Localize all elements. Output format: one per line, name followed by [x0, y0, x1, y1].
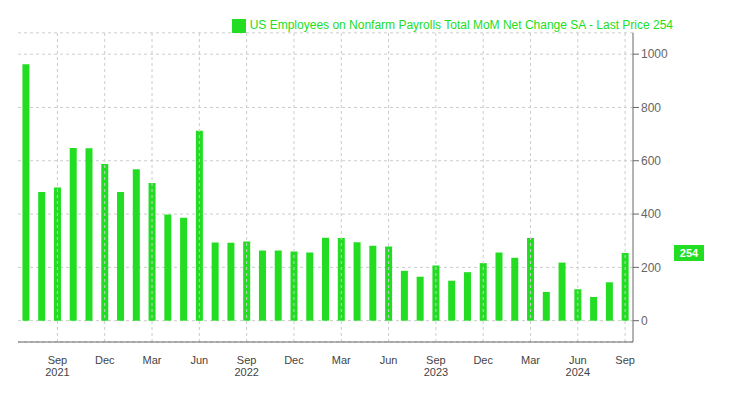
svg-text:Dec: Dec [473, 354, 493, 366]
svg-text:200: 200 [641, 261, 661, 275]
svg-text:Mar: Mar [143, 354, 162, 366]
svg-text:Jun: Jun [380, 354, 398, 366]
svg-text:Jun2024: Jun2024 [566, 354, 590, 378]
svg-text:Sep2021: Sep2021 [45, 354, 69, 378]
svg-text:Sep2023: Sep2023 [424, 354, 448, 378]
svg-text:0: 0 [641, 314, 648, 328]
svg-text:800: 800 [641, 101, 661, 115]
svg-text:Mar: Mar [521, 354, 540, 366]
svg-text:Dec: Dec [95, 354, 115, 366]
svg-text:Dec: Dec [284, 354, 304, 366]
svg-text:400: 400 [641, 207, 661, 221]
html-text:US Employees on Nonfarm Payrol: US Employees on Nonfarm Payrolls Total M… [249, 18, 673, 32]
svg-text:Mar: Mar [332, 354, 351, 366]
svg-text:254: 254 [680, 247, 699, 259]
svg-text:Jun: Jun [190, 354, 208, 366]
svg-text:Sep: Sep [615, 354, 635, 366]
svg-text:Sep2022: Sep2022 [234, 354, 258, 378]
svg-text:1000: 1000 [641, 47, 668, 61]
svg-text:600: 600 [641, 154, 661, 168]
